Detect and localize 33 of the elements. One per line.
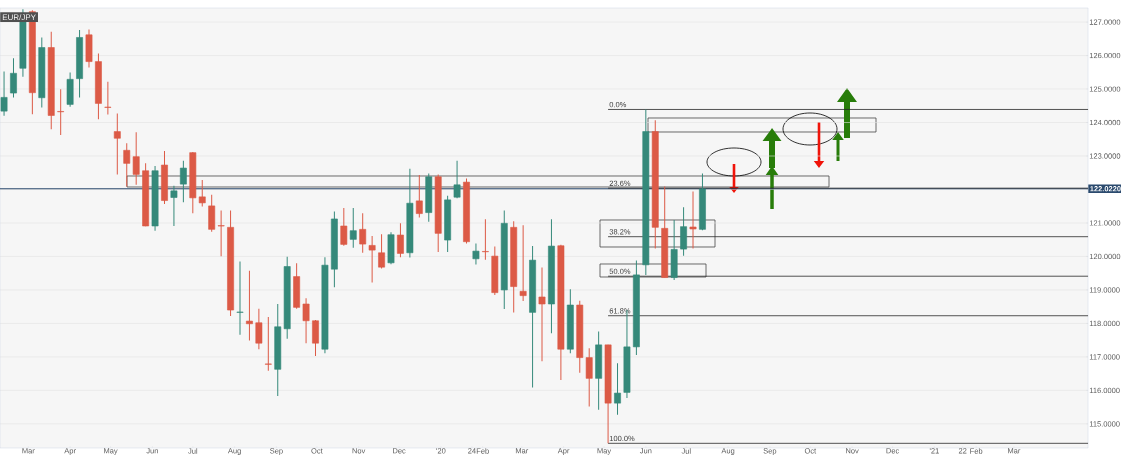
candlestick — [312, 319, 319, 357]
text: EUR/JPY — [2, 14, 36, 21]
candlestick — [104, 81, 112, 115]
candlestick — [217, 210, 225, 257]
candlestick — [349, 207, 357, 249]
candlestick — [264, 316, 272, 372]
candlestick — [113, 112, 121, 175]
candlestick — [359, 212, 367, 254]
candlestick — [255, 308, 263, 350]
candlestick — [614, 362, 621, 416]
candlestick — [179, 160, 187, 203]
candlestick — [519, 224, 527, 302]
candlestick — [132, 131, 140, 186]
candlestick — [397, 222, 404, 258]
candlestick — [680, 206, 687, 257]
candlestick — [246, 270, 253, 342]
candlestick — [415, 174, 423, 219]
candlestick — [123, 142, 131, 187]
candlestick — [538, 267, 546, 362]
candlestick — [378, 233, 385, 270]
candlestick — [453, 160, 461, 199]
candlestick — [170, 185, 178, 227]
candlestick — [689, 191, 697, 249]
candlestick — [236, 260, 244, 336]
candlestick — [208, 194, 216, 233]
candlestick — [302, 297, 310, 344]
candlestick — [57, 88, 65, 136]
candlestick — [0, 71, 8, 117]
candlestick — [472, 242, 480, 265]
candlestick — [481, 218, 489, 261]
candlestick — [10, 57, 17, 98]
candlestick — [368, 235, 376, 284]
candlestick — [340, 207, 348, 247]
